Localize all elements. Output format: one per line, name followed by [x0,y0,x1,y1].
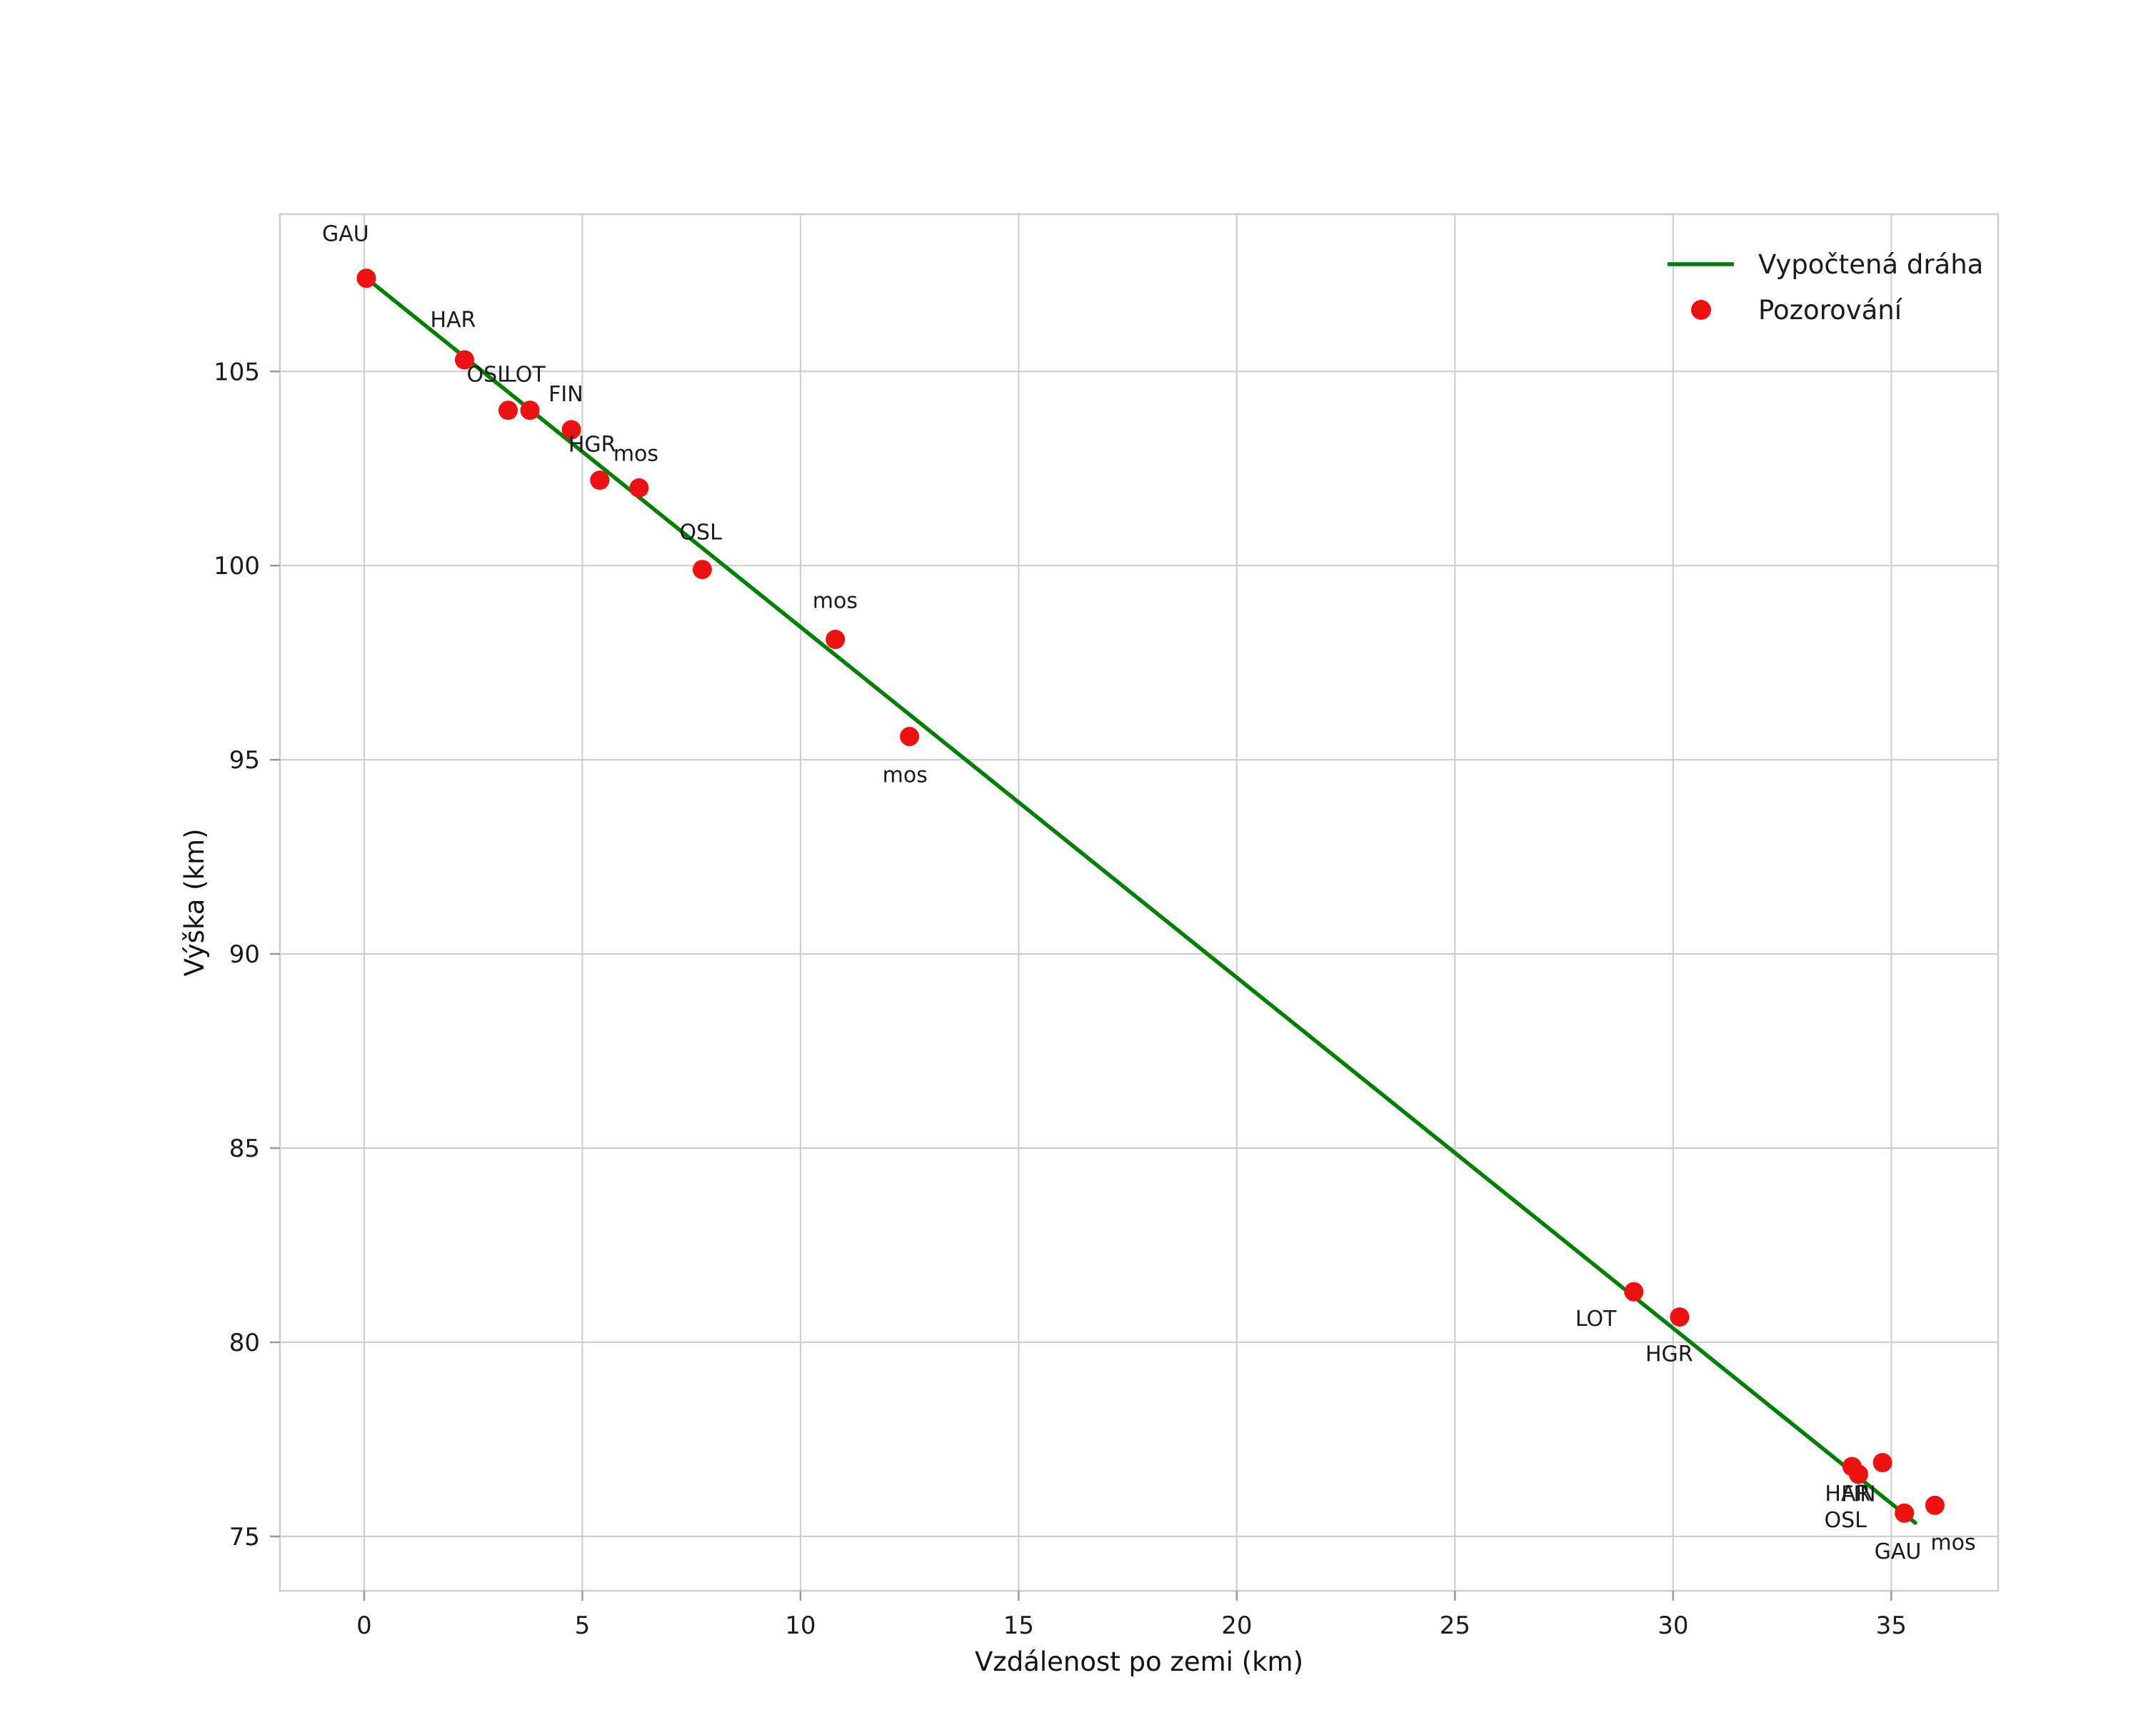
y-tick-label: 75 [229,1523,260,1552]
data-point-lot [520,401,540,421]
data-point-lot [1624,1282,1644,1302]
data-point-gau [356,268,376,288]
y-axis-label: Výška (km) [179,828,210,976]
x-tick-label: 15 [1003,1611,1034,1640]
data-point-fin [1872,1453,1892,1473]
axis-ticks [270,371,1892,1601]
point-label-osl: OSL [1824,1508,1867,1533]
legend-label-line: Vypočtená dráha [1758,249,1983,280]
plot-border [279,213,2000,1592]
x-tick-label: 10 [785,1611,816,1640]
y-tick-label: 105 [214,358,260,386]
point-label-mos: mos [1930,1530,1975,1555]
point-label-hgr: HGR [1645,1342,1693,1367]
point-label-osl: OSL [467,363,510,388]
data-point-mos [900,726,920,746]
point-label-gau: GAU [322,222,369,247]
x-axis-label: Vzdálenost po zemi (km) [975,1646,1303,1677]
point-label-gau: GAU [1875,1539,1922,1564]
legend-label-points: Pozorování [1758,295,1903,326]
data-point-osl [498,401,518,421]
data-point-hgr [590,471,610,491]
y-tick-label: 100 [214,552,260,580]
data-point-gau [1895,1503,1915,1523]
trajectory-line [362,274,1917,1525]
point-label-har: HAR [1825,1482,1870,1507]
x-tick-label: 30 [1658,1611,1688,1640]
grid [280,214,1998,1591]
point-label-mos: mos [883,763,928,788]
y-tick-label: 95 [229,746,260,775]
point-label-fin: FIN [548,382,583,407]
data-point-osl [692,560,712,580]
data-point-hgr [1670,1307,1690,1327]
data-point-mos [629,478,649,498]
point-label-fin: FIN [1841,1482,1876,1507]
x-tick-label: 5 [575,1611,591,1640]
point-label-hgr: HGR [568,433,616,458]
point-label-lot: LOT [504,363,546,388]
y-tick-label: 80 [229,1329,260,1357]
data-point-mos [826,630,846,650]
point-label-lot: LOT [1575,1307,1617,1332]
point-label-mos: mos [613,441,658,466]
x-tick-label: 25 [1440,1611,1470,1640]
legend-point-sample [1691,300,1711,320]
point-label-mos: mos [813,589,858,614]
x-tick-label: 35 [1876,1611,1907,1640]
legend: Vypočtená dráha Pozorování [1668,249,1983,326]
point-label-osl: OSL [679,520,722,545]
data-point-mos [1925,1495,1945,1515]
point-label-har: HAR [430,308,476,333]
x-tick-label: 20 [1221,1611,1252,1640]
y-tick-label: 85 [229,1135,260,1163]
data-point-osl [1848,1464,1868,1484]
data-point-har [454,350,474,370]
plot-area: 0 5 10 15 20 25 30 357580859095100105GAUHAROSLL… [214,213,2000,1640]
y-tick-label: 90 [229,940,260,969]
x-tick-label: 0 [356,1611,372,1640]
data-point-fin [561,420,581,440]
